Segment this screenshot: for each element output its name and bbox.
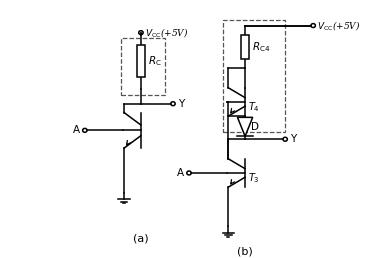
Text: Y: Y [290, 134, 296, 144]
Text: (a): (a) [133, 234, 149, 244]
Text: $R_{\rm C4}$: $R_{\rm C4}$ [252, 40, 270, 54]
Bar [136, 45, 145, 77]
Text: A: A [73, 125, 80, 135]
Text: Y: Y [178, 99, 184, 109]
Text: $R_{\rm C}$: $R_{\rm C}$ [148, 54, 162, 68]
Bar [223, 20, 285, 132]
Polygon shape [238, 117, 253, 136]
Text: (b): (b) [237, 246, 253, 256]
Text: $T_4$: $T_4$ [248, 100, 260, 114]
Text: $V_{\rm CC}$(+5V): $V_{\rm CC}$(+5V) [317, 19, 361, 32]
Bar [121, 38, 165, 95]
Text: $T_3$: $T_3$ [248, 171, 260, 185]
Text: A: A [177, 168, 184, 178]
Text: $V_{\rm CC}$(+5V): $V_{\rm CC}$(+5V) [145, 26, 189, 39]
Text: D: D [251, 122, 259, 132]
Bar [241, 35, 249, 59]
